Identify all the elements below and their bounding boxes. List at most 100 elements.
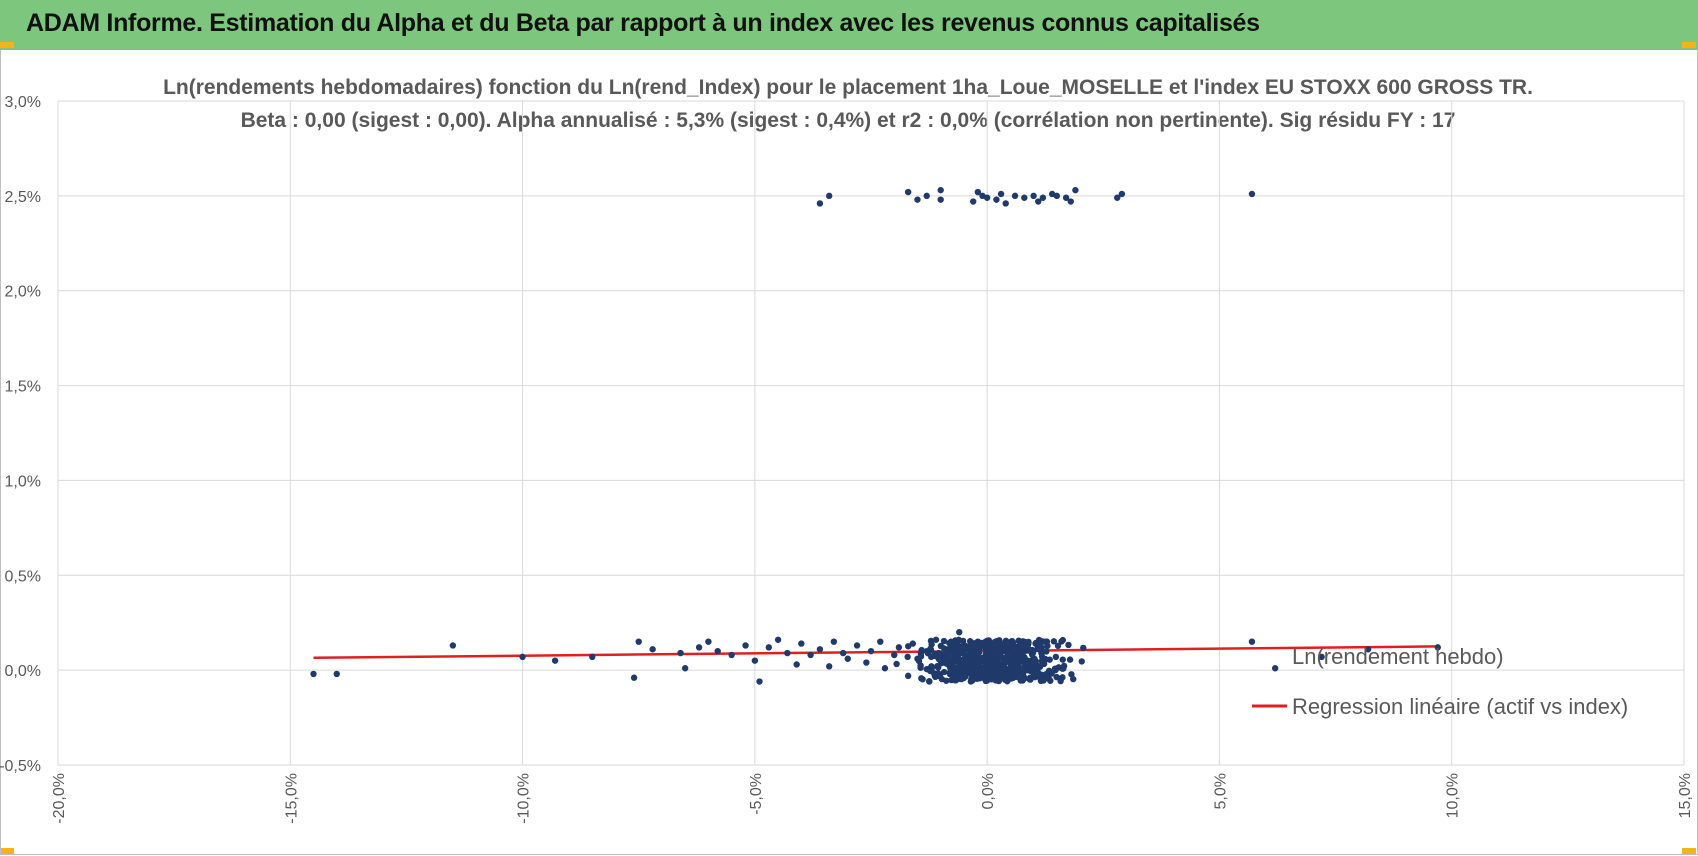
data-point	[974, 673, 981, 680]
data-point	[960, 644, 968, 651]
data-point	[904, 672, 912, 680]
data-point	[1052, 653, 1060, 661]
x-tick-label: -10,0%	[516, 773, 533, 824]
data-point	[976, 643, 984, 650]
data-point	[974, 188, 982, 196]
data-point	[967, 641, 974, 649]
data-point	[1053, 673, 1060, 681]
data-point	[964, 657, 971, 665]
y-tick-label: 0,5%	[5, 568, 41, 585]
data-point	[895, 644, 903, 651]
data-point	[742, 642, 749, 649]
data-point	[1009, 639, 1017, 646]
data-point	[765, 644, 772, 651]
data-point	[1059, 674, 1066, 681]
data-point	[649, 646, 656, 653]
data-point	[1070, 675, 1077, 683]
data-point	[950, 645, 957, 652]
data-point	[1015, 665, 1022, 673]
data-point	[1012, 654, 1019, 662]
data-point	[956, 657, 963, 664]
data-point	[937, 186, 944, 194]
data-point	[914, 196, 921, 203]
data-point	[983, 194, 991, 201]
data-point	[982, 677, 990, 685]
legend: Ln(rendement hebdo) Regression linéaire (…	[1252, 644, 1628, 719]
data-point	[774, 636, 782, 643]
data-point	[1002, 200, 1009, 207]
data-point	[867, 647, 875, 655]
data-point	[1080, 644, 1087, 652]
data-point	[944, 654, 951, 662]
data-point	[630, 674, 638, 681]
data-point	[877, 638, 884, 645]
x-tick-label: 10,0%	[1445, 773, 1462, 818]
data-point	[816, 646, 824, 653]
data-point	[1004, 678, 1011, 685]
data-point	[333, 670, 340, 678]
data-point	[940, 645, 948, 652]
data-point	[950, 663, 958, 671]
data-point	[1041, 638, 1048, 645]
data-point	[519, 653, 526, 661]
data-point	[1010, 647, 1018, 654]
data-point	[950, 651, 957, 658]
data-point	[1043, 648, 1050, 655]
data-point	[940, 668, 948, 676]
points-layer	[310, 186, 1441, 685]
data-point	[1060, 665, 1067, 672]
data-point	[830, 638, 838, 645]
data-point	[1035, 673, 1042, 680]
data-point	[1019, 638, 1027, 645]
data-point	[1029, 650, 1036, 658]
data-point	[695, 644, 703, 651]
data-point	[940, 637, 948, 645]
data-point	[449, 642, 457, 649]
data-point	[589, 653, 596, 661]
data-point	[1035, 198, 1042, 205]
data-point	[1017, 672, 1024, 680]
data-point	[825, 663, 833, 670]
data-point	[936, 650, 943, 657]
y-tick-label: 3,0%	[5, 94, 41, 111]
data-point	[946, 669, 953, 677]
data-point	[904, 188, 912, 196]
data-point	[1078, 658, 1085, 665]
data-point	[988, 656, 995, 663]
data-point	[1434, 644, 1441, 651]
x-tick-label: 15,0%	[1677, 773, 1694, 818]
data-point	[1039, 194, 1047, 201]
data-point	[1062, 194, 1070, 201]
gridlines	[57, 100, 1685, 766]
y-tick-label: 2,5%	[5, 189, 41, 206]
data-point	[905, 643, 912, 650]
corner-mark-bottom-left	[0, 848, 14, 854]
x-tick-label: -20,0%	[51, 773, 68, 824]
data-point	[993, 196, 1000, 203]
data-point	[1065, 641, 1072, 649]
data-point	[996, 649, 1003, 656]
y-tick-label: 0,0%	[5, 663, 41, 680]
regression-line	[313, 645, 1438, 660]
y-tick-label: 1,0%	[5, 473, 41, 490]
data-point	[943, 677, 950, 684]
legend-label-points: Ln(rendement hebdo)	[1292, 644, 1504, 669]
data-point	[1114, 194, 1121, 201]
data-point	[923, 192, 930, 200]
data-point	[1036, 663, 1044, 670]
data-point	[1364, 646, 1372, 653]
data-point	[635, 638, 642, 645]
data-point	[310, 670, 317, 678]
data-point	[1000, 663, 1007, 670]
data-point	[917, 662, 924, 669]
corner-mark-top-right	[1682, 42, 1696, 48]
y-tick-label: 2,0%	[5, 284, 41, 301]
data-point	[947, 638, 955, 645]
data-point	[798, 640, 805, 647]
x-tick-label: 0,0%	[980, 773, 997, 809]
data-point	[1025, 640, 1032, 647]
data-point	[1040, 677, 1047, 684]
data-point	[958, 675, 965, 683]
data-point	[1045, 675, 1053, 683]
data-point	[807, 651, 814, 659]
